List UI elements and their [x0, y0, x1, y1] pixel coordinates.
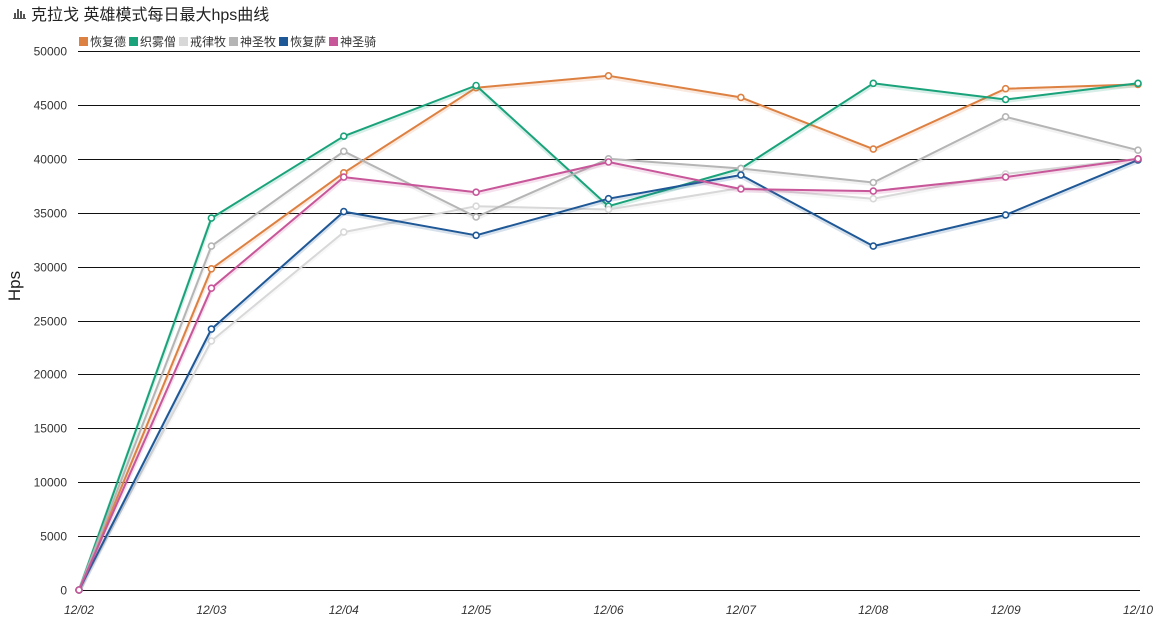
- chart-title: 克拉戈 英雄模式每日最大hps曲线: [13, 2, 269, 24]
- x-tick-label: 12/10: [1123, 603, 1153, 617]
- y-tick-label: 30000: [34, 261, 68, 275]
- data-point: [339, 228, 348, 236]
- data-point: [1134, 79, 1142, 88]
- legend-item-series-3[interactable]: 戒律牧: [179, 33, 226, 50]
- legend-label: 织雾僧: [140, 34, 177, 49]
- legend-label: 恢复德: [90, 34, 127, 49]
- bar-chart-icon: [13, 7, 26, 19]
- series-line-shadow: [77, 116, 1139, 593]
- data-point: [737, 171, 745, 179]
- y-tick-label: 45000: [34, 99, 68, 113]
- x-tick-label: 12/03: [196, 603, 226, 617]
- data-point: [869, 145, 878, 153]
- legend-item-series-6[interactable]: 神圣骑: [329, 33, 376, 50]
- legend: 恢复德 织雾僧 戒律牧 神圣牧 恢复萨 神圣骑: [79, 33, 379, 49]
- series-6: [75, 155, 1142, 594]
- data-point: [1001, 173, 1010, 181]
- y-tick-label: 0: [60, 584, 67, 598]
- x-tick-label: 12/08: [858, 603, 888, 617]
- data-point: [1001, 84, 1010, 93]
- data-point: [737, 93, 745, 102]
- y-tick-label: 10000: [34, 476, 68, 490]
- legend-label: 恢复萨: [290, 34, 327, 49]
- y-tick-label: 50000: [34, 45, 68, 59]
- data-point: [869, 178, 878, 187]
- data-point: [207, 214, 216, 222]
- data-point: [737, 164, 745, 173]
- y-tick-label: 20000: [34, 368, 68, 382]
- y-tick-label: 25000: [34, 315, 68, 329]
- data-point: [472, 213, 480, 221]
- legend-swatch: [229, 36, 239, 46]
- legend-swatch: [179, 36, 189, 46]
- series-line-shadow: [77, 159, 1139, 593]
- x-axis-tick-labels: 12/02 12/03 12/04 12/05 12/06 12/07 12/08 12/09…: [64, 603, 1153, 617]
- data-point: [1134, 155, 1142, 163]
- data-point: [869, 79, 878, 88]
- data-point: [1001, 211, 1010, 219]
- data-point: [737, 185, 745, 193]
- data-point: [339, 147, 348, 156]
- data-point: [604, 158, 613, 166]
- legend-item-series-1[interactable]: 恢复德: [79, 33, 126, 50]
- data-point: [604, 72, 613, 80]
- legend-item-series-2[interactable]: 织雾僧: [129, 33, 176, 50]
- y-tick-label: 5000: [40, 530, 67, 544]
- data-point: [207, 284, 216, 293]
- series-line: [78, 74, 1139, 591]
- data-point: [1134, 146, 1142, 154]
- data-point: [339, 173, 348, 181]
- data-point: [207, 264, 216, 273]
- x-tick-label: 12/06: [593, 603, 623, 617]
- x-tick-label: 12/05: [461, 603, 491, 617]
- legend-swatch: [79, 36, 88, 46]
- data-point: [604, 205, 613, 214]
- series-line-shadow: [77, 158, 1139, 593]
- series-line-shadow: [77, 75, 1139, 593]
- data-point: [869, 242, 878, 250]
- series-1: [75, 72, 1142, 594]
- data-point: [75, 586, 83, 594]
- legend-label: 戒律牧: [190, 34, 227, 49]
- y-axis-tick-labels: 0 5000 10000 15000 20000 25000 30000 35000 40000…: [34, 45, 68, 598]
- data-point: [207, 337, 216, 345]
- data-point: [869, 187, 878, 195]
- x-tick-label: 12/07: [726, 603, 757, 617]
- legend-swatch: [279, 36, 289, 46]
- data-point: [472, 81, 480, 90]
- legend-swatch: [129, 36, 139, 46]
- series-line: [78, 115, 1139, 591]
- legend-label: 神圣牧: [240, 34, 277, 49]
- x-tick-label: 12/02: [64, 603, 94, 617]
- chart-title-text: 克拉戈 英雄模式每日最大hps曲线: [31, 7, 270, 24]
- series-4: [75, 113, 1142, 594]
- legend-item-series-4[interactable]: 神圣牧: [229, 33, 276, 50]
- series-group: [75, 72, 1142, 594]
- data-point: [1001, 95, 1010, 104]
- legend-swatch: [329, 36, 339, 46]
- data-point: [472, 231, 480, 240]
- data-point: [604, 194, 613, 203]
- series-line-shadow: [77, 158, 1139, 593]
- legend-label: 神圣骑: [340, 34, 377, 49]
- legend-item-series-5[interactable]: 恢复萨: [279, 33, 326, 50]
- y-tick-label: 15000: [34, 422, 68, 436]
- x-tick-label: 12/09: [991, 603, 1021, 617]
- data-point: [869, 194, 878, 203]
- y-axis-title: Hps: [5, 271, 24, 301]
- data-point: [472, 202, 480, 210]
- data-point: [472, 188, 480, 196]
- y-tick-label: 35000: [34, 207, 68, 221]
- data-point: [207, 325, 216, 333]
- x-tick-label: 12/04: [329, 603, 359, 617]
- data-point: [1001, 113, 1010, 121]
- series-5: [75, 156, 1142, 594]
- data-point: [339, 207, 348, 216]
- data-point: [339, 132, 348, 140]
- y-tick-label: 40000: [34, 153, 68, 167]
- data-point: [207, 242, 216, 250]
